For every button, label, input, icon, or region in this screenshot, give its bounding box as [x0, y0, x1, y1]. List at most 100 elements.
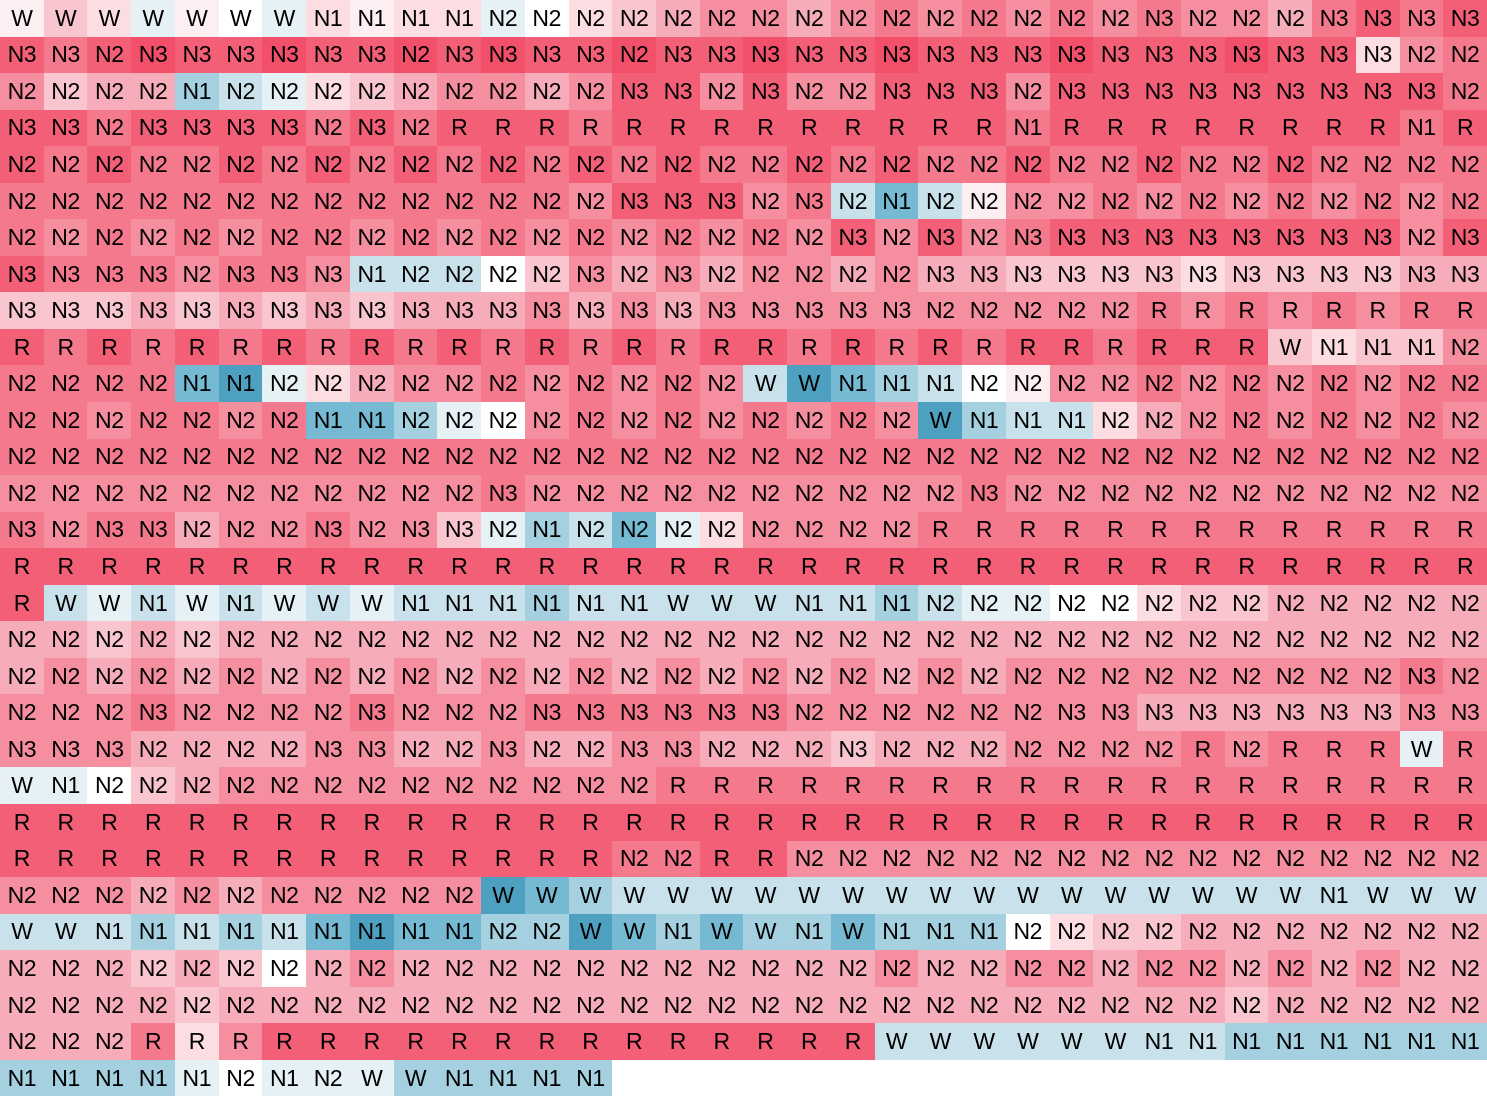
heatmap-cell: N2 [1399, 402, 1444, 439]
heatmap-cell: N2 [787, 657, 831, 695]
heatmap-cell: N2 [1224, 986, 1269, 1024]
heatmap-cell: N3 [830, 292, 875, 329]
heatmap-row: N3 N3 N2 N3 N3 N3 N3 N2 N3 N2 R R R R R R R R R R R R R N1 R R R R R… [0, 109, 1487, 147]
heatmap-cell: N1 [874, 913, 919, 951]
heatmap-cell: N2 [87, 950, 132, 987]
heatmap-cell: N2 [306, 365, 350, 403]
heatmap-cell: N2 [1268, 950, 1313, 987]
heatmap-cell: R [524, 1023, 569, 1060]
heatmap-cell: N2 [393, 182, 438, 220]
heatmap-cell: N2 [87, 1023, 132, 1060]
heatmap-cell: N3 [0, 511, 44, 549]
heatmap-cell: N3 [1005, 219, 1050, 256]
heatmap-cell: R [1355, 292, 1400, 329]
heatmap-cell: R [174, 328, 219, 366]
heatmap-cell: N2 [1093, 292, 1138, 329]
heatmap-cell: N2 [393, 402, 438, 439]
heatmap-cell: W [699, 913, 744, 951]
heatmap-cell: N3 [656, 182, 700, 220]
heatmap-cell: W [0, 913, 44, 951]
heatmap-cell: N2 [1049, 986, 1094, 1024]
heatmap-cell: N2 [174, 767, 219, 805]
heatmap-cell: N2 [787, 986, 831, 1024]
heatmap-cell: N2 [918, 986, 963, 1024]
heatmap-cell: N2 [43, 1023, 88, 1060]
heatmap-cell: R [174, 1023, 219, 1060]
heatmap-cell: N2 [524, 438, 569, 476]
heatmap-cell: R [1005, 328, 1050, 366]
heatmap-cell: N2 [1180, 840, 1225, 878]
heatmap-cell: N2 [568, 402, 613, 439]
heatmap-cell: N2 [918, 438, 963, 476]
heatmap-cell: R [437, 1023, 482, 1060]
heatmap-cell: R [218, 804, 263, 841]
heatmap-cell: N2 [1355, 402, 1400, 439]
heatmap-cell: N1 [174, 913, 219, 951]
heatmap-cell: N2 [787, 621, 831, 658]
heatmap-cell: N2 [218, 73, 263, 110]
heatmap-cell: N2 [962, 0, 1006, 37]
heatmap-row: N2 N2 N2 N2 N2 N2 N2 N2 N2 N2 N2 N2 N2 N2 N3 N3 N3 N2 N3 N2… [0, 182, 1487, 220]
heatmap-cell: R [830, 328, 875, 366]
heatmap-cell: W [656, 584, 700, 622]
heatmap-cell: N2 [1005, 986, 1050, 1024]
heatmap-cell: N2 [174, 402, 219, 439]
heatmap-cell: N3 [481, 292, 525, 329]
heatmap-cell: N2 [918, 840, 963, 878]
heatmap-cell: N2 [612, 840, 657, 878]
heatmap-cell: N2 [306, 694, 350, 731]
heatmap-cell: W [743, 913, 788, 951]
heatmap-cell: N1 [1224, 1023, 1269, 1060]
heatmap-cell: N2 [1268, 438, 1313, 476]
heatmap-cell: N2 [656, 146, 700, 183]
heatmap-row: N3 N3 N2 N3 N3 N3 N3 N3 N3 N2 N3 N3 N3 N3 N2 N3 N3 N3 N3 N3… [0, 36, 1487, 74]
heatmap-cell: N1 [874, 182, 919, 220]
heatmap-cell: R [481, 109, 525, 147]
heatmap-row: W W N1 N1 N1 N1 N1 N1 N1 N1 N1 N2 N2 W W N1 W W N1 W N1 N1 N1 N… [0, 913, 1487, 951]
heatmap-cell: N3 [1005, 255, 1050, 293]
heatmap-cell: R [174, 840, 219, 878]
heatmap-cell: R [1399, 804, 1444, 841]
heatmap-cell: N2 [1005, 292, 1050, 329]
heatmap-cell: N2 [1399, 475, 1444, 512]
heatmap-cell: W [1399, 730, 1444, 768]
heatmap-cell: N3 [962, 36, 1006, 74]
heatmap-cell: N2 [962, 950, 1006, 987]
heatmap-cell: N2 [349, 219, 394, 256]
heatmap-cell: N2 [1049, 584, 1094, 622]
heatmap-cell: N2 [874, 511, 919, 549]
heatmap-cell: N2 [349, 475, 394, 512]
heatmap-cell: N2 [1049, 292, 1094, 329]
heatmap-cell: N2 [0, 73, 44, 110]
heatmap-cell: R [1180, 548, 1225, 585]
heatmap-cell: N3 [1180, 694, 1225, 731]
heatmap-cell: N2 [874, 146, 919, 183]
heatmap-cell: N3 [656, 36, 700, 74]
heatmap-cell: N2 [743, 0, 788, 37]
heatmap-cell: N2 [1355, 621, 1400, 658]
heatmap-cell: N1 [262, 913, 307, 951]
heatmap-cell: N3 [962, 73, 1006, 110]
heatmap-cell: R [1180, 767, 1225, 805]
heatmap-cell: N2 [1443, 402, 1487, 439]
heatmap-cell: N3 [1443, 0, 1487, 37]
heatmap-cell: R [1312, 109, 1356, 147]
heatmap-cell: N2 [787, 146, 831, 183]
heatmap-cell: N2 [306, 621, 350, 658]
heatmap-cell: R [1312, 292, 1356, 329]
heatmap-cell: R [1180, 328, 1225, 366]
heatmap-cell: N2 [962, 621, 1006, 658]
heatmap-cell: N2 [262, 365, 307, 403]
heatmap-cell: R [1268, 548, 1313, 585]
heatmap-cell: W [568, 877, 613, 914]
heatmap-cell: N1 [481, 1059, 525, 1096]
heatmap-cell: N2 [1005, 657, 1050, 695]
heatmap-cell: N2 [612, 986, 657, 1024]
heatmap-cell: N3 [349, 694, 394, 731]
heatmap-cell: N1 [830, 365, 875, 403]
heatmap-cell: N2 [174, 146, 219, 183]
heatmap-cell: R [918, 511, 963, 549]
heatmap-cell: R [962, 548, 1006, 585]
heatmap-row: N2 N2 N2 N2 N2 N2 N2 N2 N2 N2 N2 N3 N2 N2 N2 N2 N2 N2 N2 N2… [0, 475, 1487, 512]
heatmap-cell: N2 [131, 657, 175, 695]
